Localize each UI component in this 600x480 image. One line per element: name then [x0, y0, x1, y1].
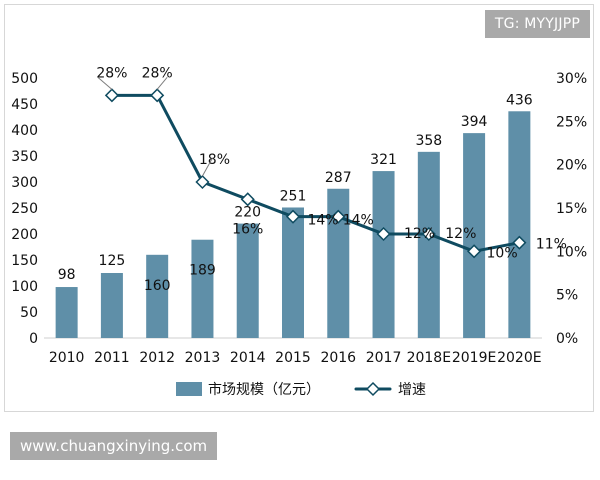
bar-value-label: 321 — [370, 152, 397, 168]
line-value-label: 28% — [96, 65, 127, 81]
y-right-tick-label: 15% — [556, 201, 587, 217]
line-value-label: 12% — [445, 226, 476, 242]
legend: 市场规模（亿元） 增速 — [176, 381, 426, 398]
axis-layer: 0 50 100 150 200 250 300 350 400 450 500 0% 5% 10% 15%… — [11, 71, 587, 366]
legend-bar-label: 市场规模（亿元） — [208, 381, 320, 398]
line-value-label: 11% — [536, 237, 567, 253]
label-leader-line — [97, 76, 113, 90]
bar — [191, 239, 214, 338]
x-tick-label: 2013 — [185, 350, 221, 366]
line-value-label: 14% — [307, 213, 338, 229]
bar-value-label: 251 — [280, 188, 307, 204]
bar — [236, 223, 259, 338]
y-right-tick-label: 20% — [556, 158, 587, 174]
x-tick-label: 2016 — [320, 350, 356, 366]
growth-line — [110, 93, 521, 253]
bar — [100, 273, 123, 338]
line-value-label: 18% — [199, 152, 230, 168]
y-left-tick-label: 300 — [11, 175, 38, 191]
bar — [372, 171, 395, 338]
legend-line-marker — [365, 381, 381, 397]
bar — [463, 133, 486, 338]
label-layer: 98 125 160 189 220 251 287 321 358 394 436 28% 28% 18… — [58, 65, 567, 293]
line-marker — [331, 209, 346, 224]
line-value-label: 10% — [487, 245, 518, 261]
y-left-tick-label: 500 — [11, 71, 38, 87]
line-marker — [421, 226, 436, 242]
y-left-tick-label: 450 — [11, 97, 38, 113]
bar-value-label: 358 — [415, 133, 442, 149]
bar-value-label: 436 — [506, 92, 533, 108]
y-right-tick-label: 10% — [556, 244, 587, 260]
bar — [327, 188, 350, 338]
bar-value-label: 394 — [461, 114, 488, 130]
y-right-tick-label: 25% — [556, 114, 587, 130]
line-marker — [104, 88, 119, 103]
bar-value-label: 98 — [58, 267, 76, 283]
watermark-top: TG: MYYJJPP — [484, 10, 590, 38]
line-marker — [195, 174, 210, 190]
line-marker — [467, 244, 482, 259]
line-layer — [104, 88, 527, 259]
x-tick-label: 2012 — [139, 350, 175, 366]
y-right-tick-label: 5% — [556, 288, 578, 304]
line-marker — [150, 88, 165, 103]
x-tick-label: 2011 — [94, 350, 130, 366]
x-tick-label: 2017 — [366, 350, 402, 366]
x-tick-label: 2015 — [275, 350, 311, 366]
line-value-label: 16% — [232, 221, 263, 237]
label-leader-line — [156, 77, 168, 90]
bar-value-label: 189 — [189, 263, 216, 279]
line-marker — [512, 235, 527, 250]
y-left-tick-label: 200 — [11, 227, 38, 243]
y-left-tick-label: 0 — [29, 331, 38, 347]
line-marker — [285, 209, 301, 224]
line-value-label: 14% — [343, 213, 374, 229]
y-left-tick-label: 350 — [11, 149, 38, 165]
bar-value-label: 220 — [234, 205, 261, 221]
legend-line-label: 增速 — [398, 382, 426, 398]
bar — [282, 207, 304, 338]
y-left-tick-label: 400 — [11, 123, 38, 139]
x-tick-label: 2010 — [49, 350, 85, 366]
x-tick-label: 2020E — [497, 350, 541, 366]
bar — [146, 254, 169, 338]
bar — [508, 111, 531, 338]
line-value-label: 12% — [404, 226, 435, 242]
bar — [417, 151, 440, 338]
line-marker — [240, 192, 255, 207]
bar-layer — [55, 111, 531, 338]
label-leader-line — [202, 157, 213, 177]
line-marker — [376, 226, 391, 242]
y-left-tick-label: 100 — [11, 279, 38, 295]
bar — [55, 287, 78, 338]
line-value-label: 28% — [142, 65, 173, 81]
bar-value-label: 125 — [99, 253, 126, 269]
x-tick-label: 2018E — [407, 350, 451, 366]
y-right-tick-label: 30% — [556, 71, 587, 87]
bar-value-label: 160 — [144, 278, 171, 294]
legend-bar-swatch — [176, 382, 202, 396]
y-left-tick-label: 150 — [11, 253, 38, 269]
y-left-tick-label: 250 — [11, 201, 38, 217]
watermark-bottom: www.chuangxinying.com — [10, 432, 218, 460]
bar-value-label: 287 — [325, 170, 352, 186]
x-tick-label: 2014 — [230, 350, 266, 366]
y-right-tick-label: 0% — [556, 331, 578, 347]
y-left-tick-label: 50 — [20, 305, 38, 321]
x-tick-label: 2019E — [452, 350, 496, 366]
